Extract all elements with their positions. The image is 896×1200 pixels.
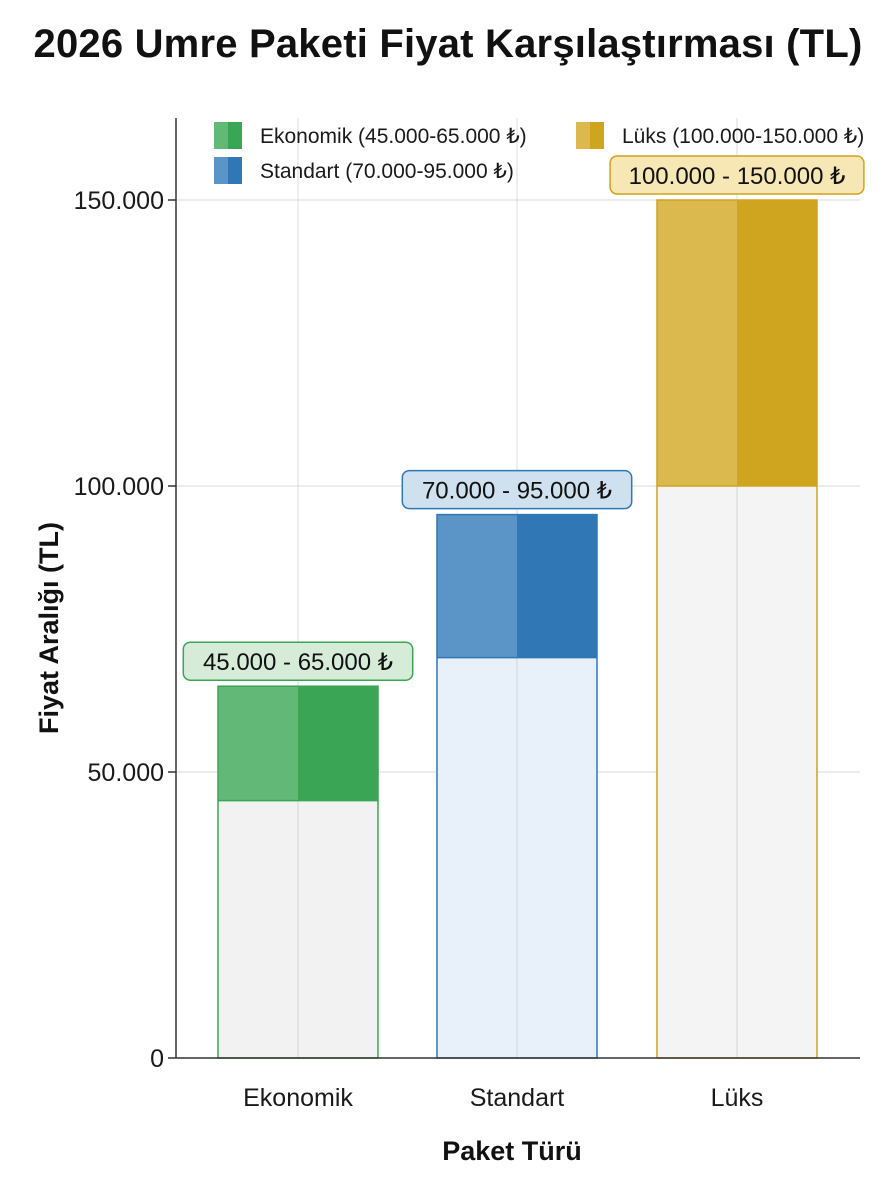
legend-label: Ekonomik (45.000-65.000 ₺) [260, 125, 527, 148]
legend: Ekonomik (45.000-65.000 ₺) Standart (70.0… [214, 122, 864, 184]
y-tick-label: 100.000 [74, 473, 164, 501]
chart-title: 2026 Umre Paketi Fiyat Karşılaştırması (… [33, 22, 863, 66]
legend-swatch [228, 157, 242, 184]
bar-range-segment-right [298, 686, 378, 801]
legend-swatch [576, 122, 590, 149]
y-tick-label: 50.000 [88, 759, 164, 787]
x-axis-title: Paket Türü [442, 1136, 582, 1166]
y-axis-title: Fiyat Aralığı (TL) [34, 522, 64, 734]
legend-label: Lüks (100.000-150.000 ₺) [622, 125, 864, 148]
legend-entry-2: Standart (70.000-95.000 ₺) [214, 157, 514, 184]
x-tick-labels: Ekonomik Standart Lüks [243, 1084, 763, 1112]
x-tick-label: Ekonomik [243, 1084, 353, 1112]
bar-value-label-3: 100.000 - 150.000 ₺ [609, 155, 865, 195]
bar-value-label-text: 100.000 - 150.000 ₺ [629, 163, 846, 190]
y-tick-label: 150.000 [74, 187, 164, 215]
bar-range-segment-right [517, 514, 597, 658]
y-tick-label: 0 [150, 1045, 164, 1073]
bar-2 [436, 513, 598, 1059]
legend-swatch [228, 122, 242, 149]
bar-value-label-box [182, 641, 414, 681]
legend-label: Standart (70.000-95.000 ₺) [260, 160, 514, 183]
legend-entry-3: Lüks (100.000-150.000 ₺) [576, 122, 864, 149]
bars [217, 199, 818, 1059]
bar-value-label-box [609, 155, 865, 195]
x-tick-label: Lüks [711, 1084, 764, 1112]
x-tick-label: Standart [470, 1084, 565, 1112]
legend-swatch [214, 157, 228, 184]
bar-range-segment-left [218, 686, 298, 801]
legend-entry-1: Ekonomik (45.000-65.000 ₺) [214, 122, 527, 149]
y-tick-labels: 0 50.000 100.000 150.000 [74, 187, 176, 1073]
bar-range-segment-left [657, 200, 737, 486]
axes [175, 118, 860, 1059]
legend-swatch [214, 122, 228, 149]
bar-range-segment-left [437, 514, 517, 658]
bar-range-segment-right [737, 200, 817, 486]
bar-value-label-text: 70.000 - 95.000 ₺ [422, 478, 612, 505]
bar-1 [217, 685, 379, 1059]
bar-value-labels: 45.000 - 65.000 ₺ 70.000 - 95.000 ₺ 100.00… [182, 155, 865, 681]
bar-3 [656, 199, 818, 1059]
bar-value-label-2: 70.000 - 95.000 ₺ [401, 469, 633, 510]
bar-value-label-text: 45.000 - 65.000 ₺ [203, 649, 393, 676]
bar-value-label-1: 45.000 - 65.000 ₺ [182, 641, 414, 681]
bar-value-label-box [401, 469, 633, 510]
legend-swatch [590, 122, 604, 149]
